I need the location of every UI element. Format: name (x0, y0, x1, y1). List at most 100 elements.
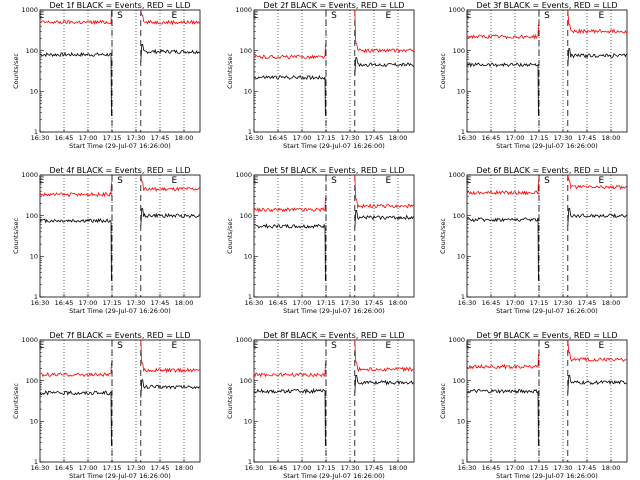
x-tick-label: 16:30 (31, 134, 50, 142)
y-tick-label: 1000 (235, 6, 252, 14)
x-tick-label: 17:00 (506, 134, 525, 142)
x-tick-label: 17:15 (317, 299, 336, 307)
y-tick-label: 1000 (21, 6, 38, 14)
y-axis-label: Counts/sec (12, 218, 20, 254)
y-tick-label: 1 (34, 293, 38, 301)
y-axis-label: Counts/sec (12, 53, 20, 89)
y-tick-label: 1000 (448, 171, 465, 179)
x-tick-label: 16:45 (55, 299, 74, 307)
x-tick-label: 17:15 (530, 464, 549, 472)
y-tick-label: 100 (453, 377, 465, 385)
y-tick-label: 10 (457, 88, 465, 96)
x-tick-label: 16:45 (482, 464, 501, 472)
chart-title: Det 7f BLACK = Events, RED = LLD (49, 331, 190, 340)
plot-frame (466, 339, 628, 463)
y-tick-label: 1 (248, 128, 252, 136)
x-tick-label: 16:45 (482, 134, 501, 142)
x-tick-label: 17:00 (506, 299, 525, 307)
x-tick-label: 18:00 (175, 299, 194, 307)
x-tick-label: 16:45 (269, 134, 288, 142)
marker-e: E (386, 341, 392, 351)
y-axis-label: Counts/sec (226, 383, 234, 419)
series-line-lld (253, 174, 414, 213)
x-tick-label: 17:00 (293, 299, 312, 307)
marker-s: S (544, 11, 550, 21)
marker-e: E (172, 176, 178, 186)
x-tick-label: 16:30 (245, 464, 264, 472)
x-tick-label: 16:30 (458, 299, 477, 307)
x-tick-label: 17:30 (341, 299, 360, 307)
marker-e: E (386, 11, 392, 21)
x-tick-label: 16:30 (31, 299, 50, 307)
x-tick-label: 17:30 (554, 299, 573, 307)
y-tick-label: 1000 (235, 336, 252, 344)
series-line-lld (253, 339, 414, 378)
chart-panel-1: Det 1f BLACK = Events, RED = LLD 16:30 16:… (12, 1, 201, 150)
y-tick-label: 100 (26, 47, 38, 55)
chart-panel-7: Det 7f BLACK = Events, RED = LLD 16:30 16:… (12, 331, 201, 480)
y-tick-label: 10 (30, 418, 38, 426)
marker-s: S (544, 341, 550, 351)
x-tick-label: 17:45 (365, 134, 384, 142)
marker-e: E (599, 11, 605, 21)
marker-s: S (117, 11, 123, 21)
y-tick-label: 1000 (448, 6, 465, 14)
x-tick-label: 17:00 (293, 464, 312, 472)
x-tick-label: 17:45 (151, 134, 170, 142)
x-tick-label: 17:00 (506, 464, 525, 472)
series-line-lld (466, 9, 627, 40)
x-tick-label: 17:00 (293, 134, 312, 142)
x-tick-label: 16:45 (269, 464, 288, 472)
y-tick-label: 100 (26, 377, 38, 385)
y-tick-label: 1 (461, 458, 465, 466)
chart-panel-6: Det 6f BLACK = Events, RED = LLD 16:30 16:… (439, 166, 628, 315)
x-tick-label: 18:00 (602, 299, 621, 307)
x-tick-label: 18:00 (389, 299, 408, 307)
x-tick-label: 17:30 (127, 134, 146, 142)
y-tick-label: 10 (244, 253, 252, 261)
marker-s: S (117, 341, 123, 351)
plot-frame (466, 174, 628, 298)
series-line-events (39, 208, 200, 281)
chart-panel-4: Det 4f BLACK = Events, RED = LLD 16:30 16:… (12, 166, 201, 315)
x-tick-label: 17:45 (151, 464, 170, 472)
x-tick-label: 17:45 (151, 299, 170, 307)
marker-e: E (466, 341, 472, 351)
y-tick-label: 10 (30, 88, 38, 96)
marker-e: E (39, 176, 45, 186)
y-tick-label: 100 (453, 47, 465, 55)
x-tick-label: 17:30 (554, 464, 573, 472)
x-tick-label: 18:00 (175, 134, 194, 142)
chart-title: Det 6f BLACK = Events, RED = LLD (476, 166, 617, 175)
plot-frame (39, 339, 201, 463)
x-tick-label: 17:15 (103, 134, 122, 142)
chart-panel-9: Det 9f BLACK = Events, RED = LLD 16:30 16:… (439, 331, 628, 480)
chart-title: Det 5f BLACK = Events, RED = LLD (263, 166, 404, 175)
chart-title: Det 3f BLACK = Events, RED = LLD (476, 1, 617, 10)
marker-e: E (39, 341, 45, 351)
marker-e: E (386, 176, 392, 186)
x-tick-label: 16:30 (458, 464, 477, 472)
x-tick-label: 17:45 (365, 299, 384, 307)
x-tick-label: 18:00 (389, 464, 408, 472)
x-tick-label: 16:45 (482, 299, 501, 307)
y-axis-label: Counts/sec (12, 383, 20, 419)
series-line-events (39, 44, 200, 116)
y-tick-label: 10 (457, 418, 465, 426)
plot-frame (253, 9, 415, 133)
x-axis-label: Start Time (29-Jul-07 16:26:00) (283, 472, 385, 480)
x-axis-label: Start Time (29-Jul-07 16:26:00) (496, 472, 598, 480)
series-line-events (253, 57, 414, 116)
marker-s: S (331, 11, 337, 21)
x-tick-label: 17:30 (341, 464, 360, 472)
x-tick-label: 17:45 (578, 299, 597, 307)
y-tick-label: 10 (244, 88, 252, 96)
y-tick-label: 100 (240, 212, 252, 220)
plot-frame (39, 174, 201, 298)
y-axis-label: Counts/sec (439, 53, 447, 89)
marker-e: E (253, 341, 259, 351)
marker-s: S (117, 176, 123, 186)
chart-panel-2: Det 2f BLACK = Events, RED = LLD 16:30 16:… (226, 1, 415, 150)
y-tick-label: 100 (240, 377, 252, 385)
